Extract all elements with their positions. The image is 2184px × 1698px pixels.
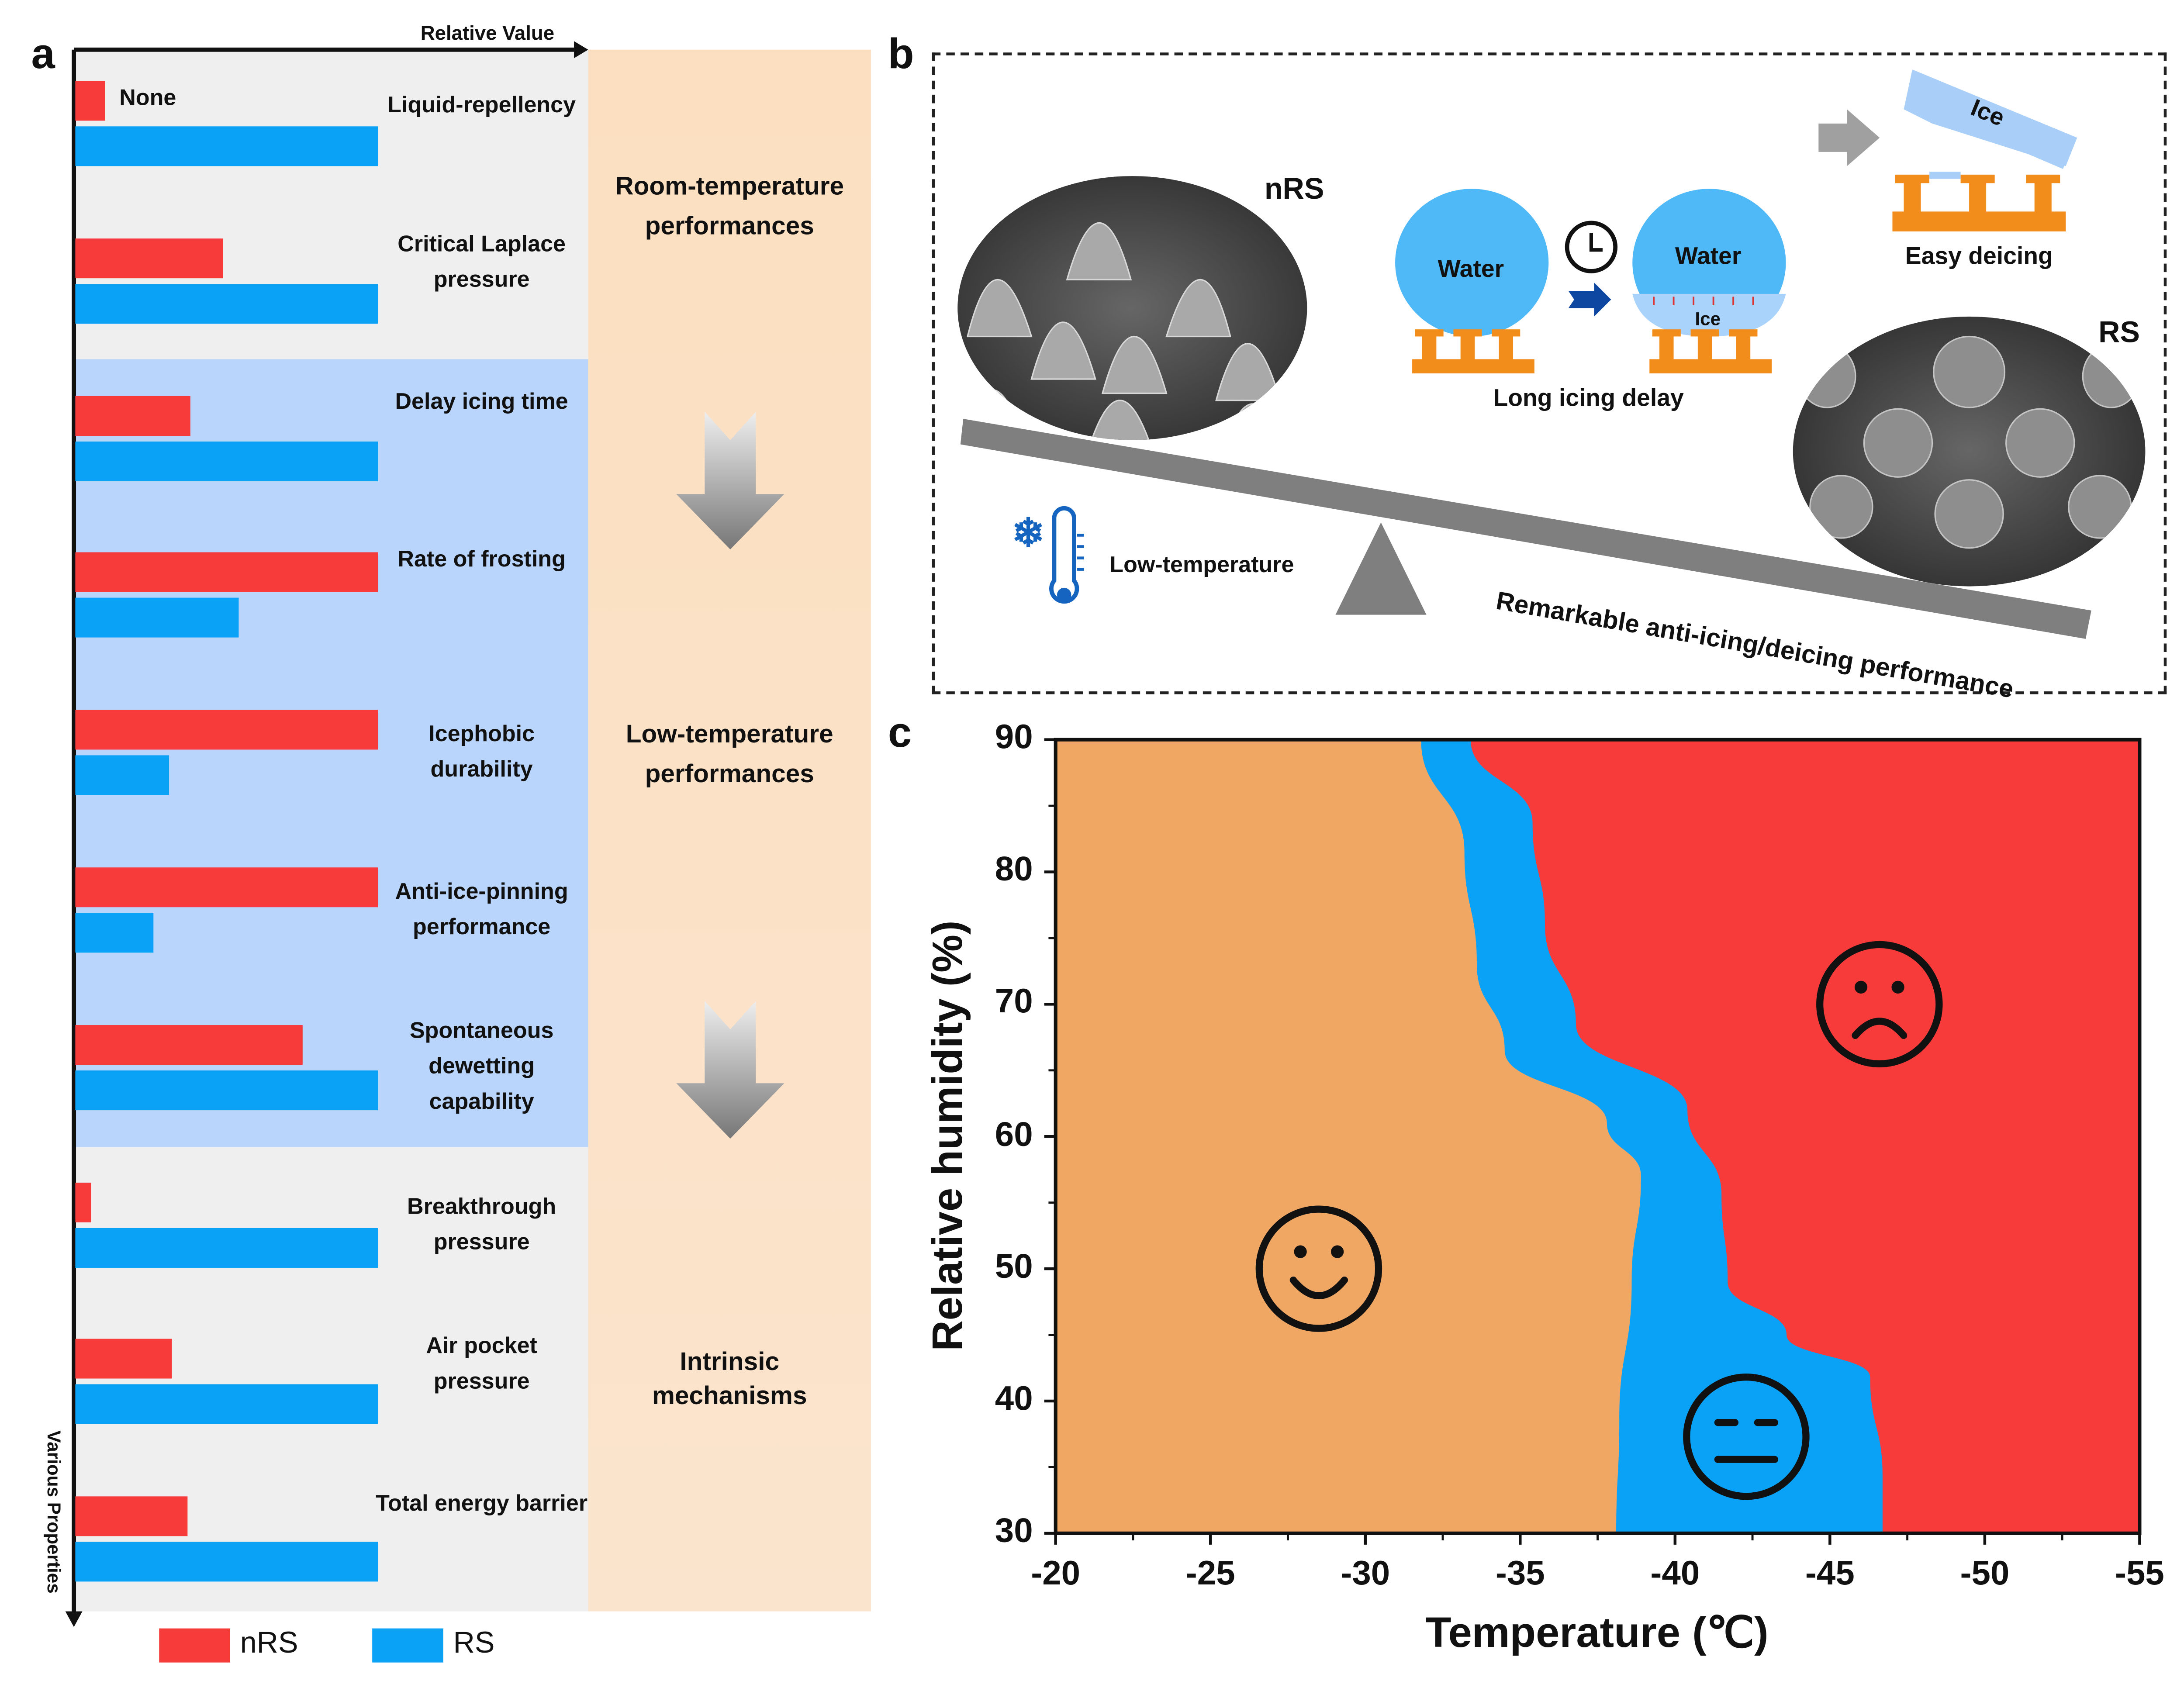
- rs-sem-image: [1793, 316, 2146, 587]
- happy-face-eye: [1331, 1245, 1344, 1258]
- right-arrow-icon: [1568, 282, 1611, 317]
- category-label: Air pocket pressure: [426, 1334, 537, 1394]
- category-column: [588, 49, 871, 1612]
- x-tick-label: -55: [2115, 1554, 2164, 1593]
- schematic-drawing: ❄: [957, 69, 2146, 639]
- category-label: Critical Laplace pressure: [397, 233, 566, 293]
- category-label: Anti-ice-pinning performance: [395, 880, 568, 940]
- svg-text:❄: ❄: [1012, 511, 1045, 556]
- bar-nrs: [75, 1496, 187, 1536]
- bar-rs: [75, 1384, 378, 1425]
- water-label-1: Water: [1438, 255, 1504, 283]
- none-annotation: None: [119, 86, 176, 111]
- panel-label-a: a: [31, 31, 55, 78]
- category-label: Delay icing time: [395, 390, 568, 415]
- panel-label-c: c: [888, 710, 912, 757]
- neutral-face-icon: [1683, 1374, 1810, 1500]
- bar-rs: [75, 913, 154, 953]
- y-tick-label: 90: [995, 718, 1033, 757]
- y-tick-label: 50: [995, 1247, 1033, 1286]
- legend-swatch-nrs: [159, 1628, 230, 1663]
- happy-face-icon: [1255, 1205, 1382, 1332]
- sad-face-eye: [1891, 980, 1904, 994]
- legend-label-nrs: nRS: [240, 1627, 298, 1660]
- bar-rs: [75, 126, 378, 166]
- bar-rs: [75, 756, 169, 796]
- water-label-2: Water: [1675, 242, 1742, 270]
- nrs-sem-image: [957, 176, 1307, 440]
- y-arrowhead-icon: [65, 1611, 83, 1627]
- sad-face-eye: [1854, 980, 1868, 994]
- y-tick-label: 80: [995, 850, 1033, 889]
- bar-nrs: [75, 1025, 302, 1065]
- region-orange: [1055, 739, 1641, 1533]
- x-tick-label: -20: [1031, 1554, 1081, 1593]
- group-label-intrinsic: Intrinsic mechanisms: [652, 1347, 807, 1410]
- group-label-low-temperature: Low-temperature performances: [625, 720, 833, 788]
- x-axis-title: Temperature (℃): [1425, 1610, 1769, 1657]
- bar-nrs: [75, 81, 106, 121]
- thermometer-snowflake-icon: ❄: [1012, 506, 1084, 604]
- water-droplet-1: [1395, 189, 1549, 373]
- x-tick-label: -45: [1805, 1554, 1855, 1593]
- panel-label-b: b: [888, 31, 914, 78]
- happy-face-mouth: [1289, 1277, 1348, 1299]
- down-arrow-icon: [676, 411, 784, 550]
- seesaw-beam: [960, 418, 2091, 639]
- down-arrow-icon: [676, 1001, 784, 1139]
- sad-face-icon: [1816, 941, 1943, 1068]
- x-tick-label: -35: [1495, 1554, 1545, 1593]
- clock-icon: [1565, 221, 1618, 273]
- long-icing-delay-label: Long icing delay: [1493, 384, 1684, 412]
- x-tick-label: -25: [1185, 1554, 1235, 1593]
- x-tick-label: -50: [1960, 1554, 2010, 1593]
- bar-rs: [75, 1542, 378, 1582]
- bar-nrs: [75, 1339, 173, 1379]
- x-tick-label: -40: [1650, 1554, 1700, 1593]
- group-label-room-temperature: Room-temperature performances: [615, 172, 844, 240]
- low-temperature-label: Low-temperature: [1109, 553, 1294, 578]
- bar-nrs: [75, 395, 190, 435]
- low-temp-background: [74, 359, 588, 1147]
- sad-face-mouth: [1852, 1018, 1908, 1039]
- category-label: Total energy barrier: [376, 1491, 588, 1516]
- category-label: Icephobic durability: [429, 723, 535, 783]
- bar-nrs: [75, 552, 378, 593]
- y-tick-label: 40: [995, 1380, 1033, 1418]
- nrs-label: nRS: [1264, 173, 1324, 206]
- bar-nrs: [75, 867, 378, 908]
- easy-deicing-label: Easy deicing: [1905, 242, 2053, 270]
- y-tick-label: 70: [995, 983, 1033, 1022]
- water-droplet-2: [1632, 189, 1786, 373]
- bar-nrs: [75, 1182, 90, 1222]
- x-tick-label: -30: [1341, 1554, 1390, 1593]
- schematic-frame: [932, 52, 2167, 694]
- x-axis-label: Relative Value: [420, 21, 555, 44]
- ice-label-small: Ice: [1695, 308, 1721, 330]
- y-axis-title: Relative humidity (%): [925, 920, 972, 1351]
- category-label: Breakthrough pressure: [407, 1194, 556, 1255]
- easy-deicing-illustration: [1892, 69, 2077, 231]
- bar-rs: [75, 283, 378, 324]
- bar-rs: [75, 1227, 378, 1267]
- happy-face-eye: [1294, 1245, 1307, 1258]
- legend-swatch-rs: [372, 1628, 443, 1663]
- bar-rs: [75, 598, 239, 638]
- category-label: Liquid-repellency: [387, 93, 576, 118]
- bar-rs: [75, 441, 378, 481]
- category-label: Spontaneous dewetting capability: [409, 1020, 554, 1115]
- legend-label-rs: RS: [453, 1627, 495, 1660]
- rs-label: RS: [2098, 316, 2140, 349]
- bar-rs: [75, 1070, 378, 1110]
- y-tick-label: 60: [995, 1115, 1033, 1154]
- bar-nrs: [75, 238, 224, 278]
- bar-nrs: [75, 710, 378, 750]
- axes-a: [65, 41, 784, 1627]
- y-tick-label: 30: [995, 1512, 1033, 1550]
- category-label: Rate of frosting: [397, 548, 566, 572]
- seesaw-fulcrum: [1335, 522, 1427, 615]
- x-arrowhead-icon: [574, 41, 588, 59]
